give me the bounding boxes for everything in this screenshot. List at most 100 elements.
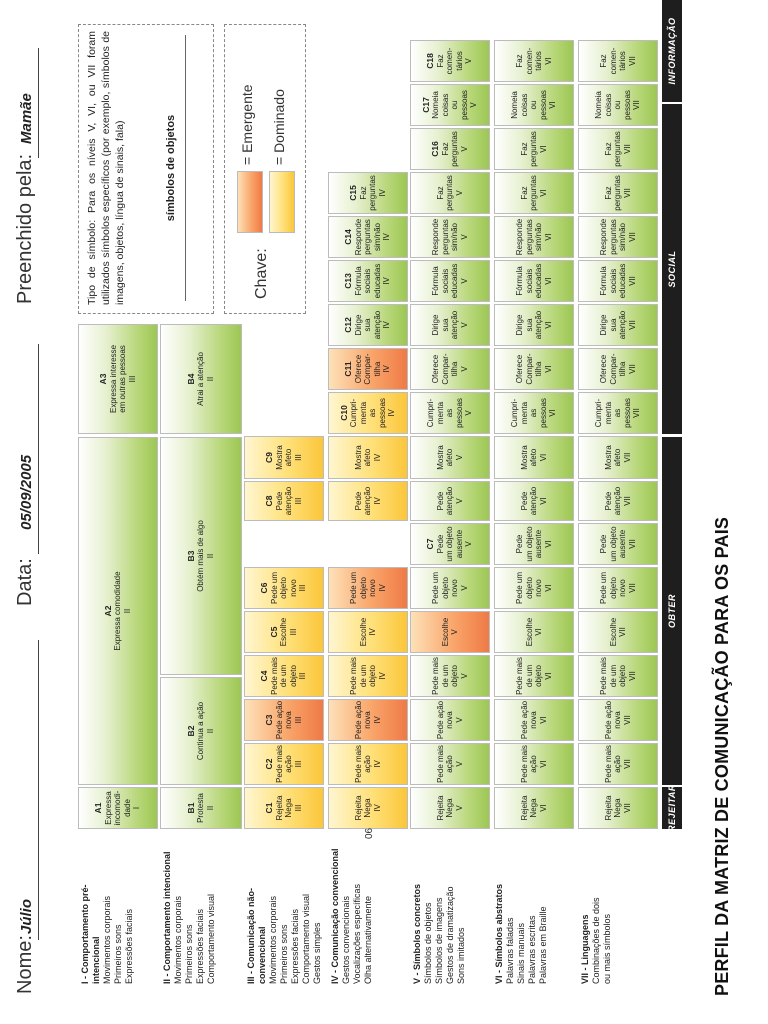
cell-label-line: Nega [445,798,455,818]
cell-level: VII [632,100,642,110]
cell-label-line: Mostra [274,445,284,470]
cell-b3: B3 Obtém mais de algo II [160,437,242,675]
level-item: Comportamento visual [301,893,311,984]
cell-code: C16 [430,141,440,157]
cell-level: VI [538,716,548,724]
cell-label-line: nova [613,711,623,729]
cell-level: VII [622,144,632,154]
key-dominado-label: = Dominado [271,89,287,165]
cell-label-line: de um [279,664,289,688]
matrix-cell-c3-vi: Pede ação nova VI [494,699,574,741]
matrix-cell-c9-iv: Mostra afeto IV [328,436,408,479]
cell-label-line: Rejeita [435,795,445,821]
matrix-cell-c14-iv: C14 Responde perguntas sim/não IV [328,216,408,258]
cell-level: VII [627,56,637,66]
matrix-cell-c1-iv: Rejeita Nega IV [328,787,408,829]
cell-label-line: as pessoas [613,398,632,428]
matrix-cell-c11-v: Oferece Compar-tilha V [410,348,490,390]
name-label: Nome: [14,935,36,994]
matrix-cell-c2-iv: Pede mais ação IV [328,743,408,785]
cell-level: V [459,146,469,152]
cell-label-line: Cumpri- [510,398,520,428]
level-item: Símbolos de imagens [434,897,444,984]
cell-label-line: objeto [279,577,289,599]
level-title: II - Comportamento intencional [162,851,172,984]
cell-code: C10 [338,405,349,421]
level-title: IV - Comunicação convencional [330,848,340,984]
cell-label-line: novo [618,579,627,597]
cell-label-line: Escolhe [524,617,534,647]
cell-label-line: novo [368,579,377,597]
level-item: Primeiros sons [279,924,289,984]
filled-by-underline [38,48,39,158]
cell-label-line: perguntas [613,131,623,167]
cell-level: V [450,629,459,635]
cell-level: III [293,716,303,724]
matrix-cell-c3-iv: Pede ação nova IV [328,699,408,741]
cell-label-line: Faz [603,186,613,200]
cell-level: III [293,497,303,505]
cell-label-line: educadas [534,263,543,299]
cell-label-line: Oferece [353,354,363,384]
matrix-cell-c3-iii: C3 Pede ação nova III [244,699,324,741]
cell-level: III [293,804,303,812]
cell-label-line: nova [284,711,293,729]
cell-label-line: perguntas [440,219,450,255]
cell-label-line: ação [529,755,539,773]
cell-label-line: Pede [519,491,529,511]
level-item: Primeiros sons [184,924,194,984]
cell-label-line: um objeto [608,526,618,562]
matrix-cell-c4-vii: Pede mais de um objeto VII [578,655,658,697]
cell-label-line: Pede mais [435,745,445,783]
cell-label-line: objeto [358,577,368,599]
cell-label-line: ou pessoas [613,90,632,120]
cell-level: V [459,673,469,679]
cell-level: VI [538,189,548,197]
cell-label-line: ausente [618,529,627,559]
matrix-cell-c8-vii: Pede atenção VII [578,481,658,521]
matrix-cell-c8-vi: Pede atenção VI [494,481,574,521]
cell-label-line: perguntas [529,131,539,167]
level-item: ou mais símbolos [602,913,612,984]
cell-label-line: Fórmula [599,266,608,296]
cell-code: C8 [264,495,274,507]
cell-label-line: as pessoas [445,398,464,428]
cell-level: VI [538,804,548,812]
cell-label-line: de um [524,664,534,688]
cell-label-line: perguntas [529,175,539,211]
cell-label-line: comen- [445,47,455,75]
cell-label-line: menta [519,401,529,425]
cell-label-line: de um [440,664,450,688]
cell-level: IV [372,716,382,724]
cell-label-line: Pede um [599,571,608,605]
matrix-cell-c11-vii: Oferece Compar-tilha VII [578,348,658,390]
level-item: Sons imitados [456,927,466,984]
cell-label-line: Pede mais [515,657,524,695]
cell-level: V [459,234,469,240]
level-item: Comportamento visual [206,893,216,984]
cell-level: IV [387,409,396,417]
matrix-cell-c2-vi: Pede mais ação VI [494,743,574,785]
cell-b2: B2 Continua a ação II [160,677,242,785]
cell-level: VII [622,188,632,198]
cell-level: VII [627,671,637,681]
cell-code: C3 [264,714,274,726]
matrix-cell-c9-vii: Mostra afeto VII [578,436,658,479]
level-item: Movimentos corporais [268,895,278,984]
matrix-cell-c9-vi: Mostra afeto VI [494,436,574,479]
cell-label-line: Responde [431,218,440,256]
matrix-cell-c14-vi: Responde perguntas sim/não VI [494,216,574,258]
cell-level: VII [622,803,632,813]
matrix-cell-c17-v: C17 Nomeia coisas ou pessoas V [410,84,490,126]
cell-label-line: menta [358,401,368,425]
level-item: Palavras faladas [505,917,515,984]
cell-label-line: perguntas [524,219,534,255]
matrix-cell-c17-vi: Nomeia coisas ou pessoas VI [494,84,574,126]
matrix-cell-c16-v: C16 Faz perguntas V [410,128,490,170]
matrix-cell-c1-v: Rejeita Nega V [410,787,490,829]
cell-code: C5 [268,626,279,638]
bar-rejeitar: REJEITAR [662,784,682,832]
cell-label-line: ausente [454,529,464,559]
cell-level: VI [543,57,553,65]
